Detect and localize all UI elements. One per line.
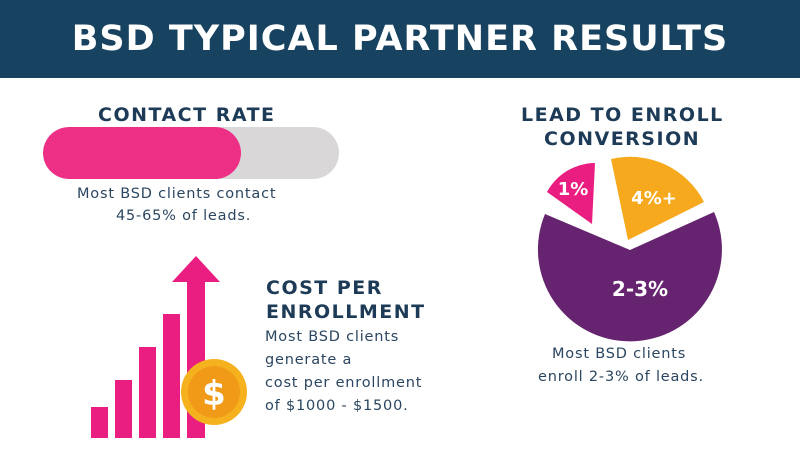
cost-per-enrollment-title-line-2: ENROLLMENT	[266, 301, 426, 323]
chart-bar-2	[115, 380, 132, 438]
contact-rate-progress-bar	[43, 127, 339, 179]
contact-rate-description-line-2: 45-65% of leads.	[116, 208, 252, 224]
chart-bar-1	[91, 407, 108, 438]
lead-to-enroll-title-line-2: CONVERSION	[544, 128, 701, 150]
pie-slice-4-percent-plus	[611, 156, 704, 240]
cost-per-enrollment-description-line-3: cost per enrollment	[265, 375, 423, 391]
coin-dollar-symbol: $	[202, 374, 226, 414]
lead-to-enroll-description-line-1: Most BSD clients	[552, 346, 687, 362]
dollar-coin-icon: $	[181, 359, 247, 425]
cost-per-enrollment-description-line-2: generate a	[265, 352, 353, 368]
cost-per-enrollment-description-line-1: Most BSD clients	[265, 329, 400, 345]
chart-bar-3	[139, 347, 156, 438]
cost-per-enrollment-description-line-4: of $1000 - $1500.	[265, 398, 409, 414]
contact-rate-description-line-1: Most BSD clients contact	[77, 186, 277, 202]
lead-to-enroll-description-line-2: enroll 2-3% of leads.	[538, 369, 704, 385]
pie-slice-label-1-percent: 1%	[558, 179, 589, 200]
cost-per-enrollment-title-line-1: COST PER	[266, 277, 383, 299]
chart-arrow-head	[172, 256, 220, 282]
chart-bar-4	[163, 314, 180, 438]
lead-to-enroll-title-line-1: LEAD TO ENROLL	[521, 104, 724, 126]
pie-slice-2-3-percent	[537, 212, 722, 342]
pie-slice-1-percent	[547, 163, 595, 224]
pie-slice-label-4-percent-plus: 4%+	[631, 188, 677, 209]
header-banner: BSD TYPICAL PARTNER RESULTS	[0, 0, 800, 78]
page-title: BSD TYPICAL PARTNER RESULTS	[71, 19, 729, 59]
contact-rate-title: CONTACT RATE	[98, 104, 276, 126]
pie-slice-label-2-3-percent: 2-3%	[612, 277, 668, 301]
contact-rate-progress-fill	[43, 127, 242, 179]
